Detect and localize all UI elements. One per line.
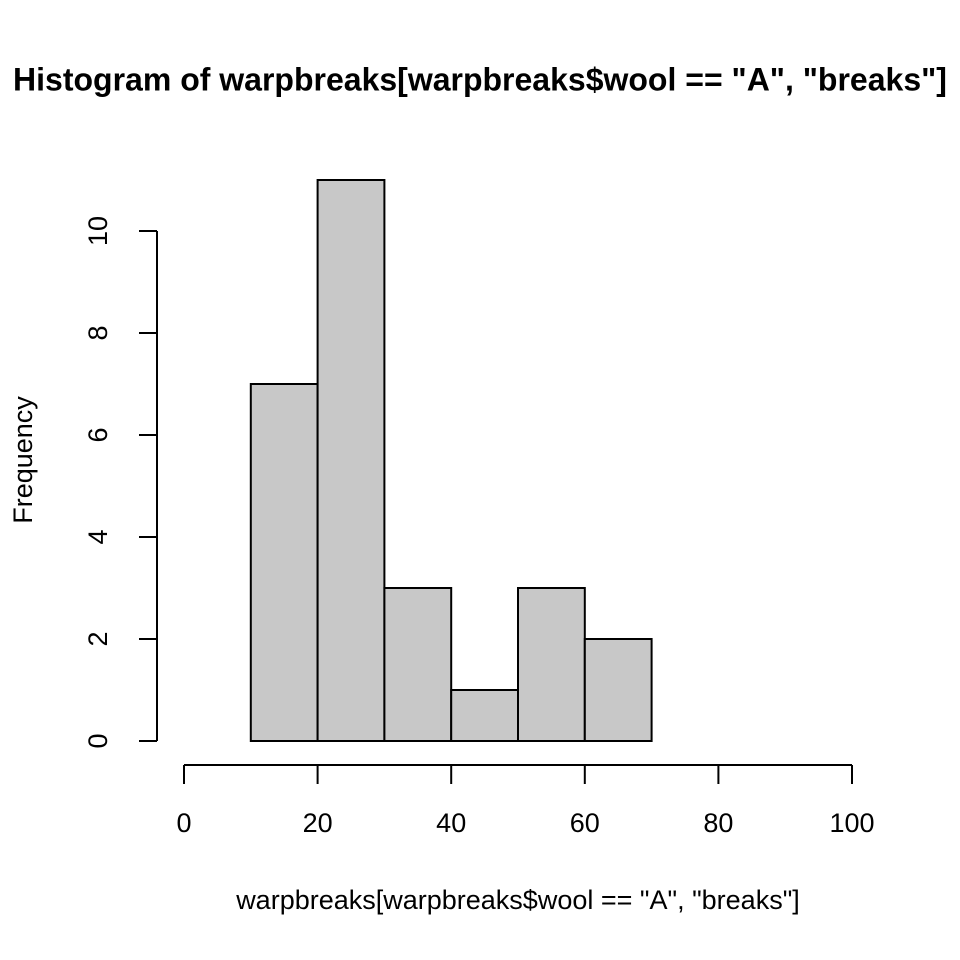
x-tick-label: 20 [303, 808, 333, 838]
bar [249, 383, 319, 742]
y-axis-label: Frequency [8, 396, 38, 524]
y-tick-label: 10 [83, 216, 113, 246]
y-tick-label: 4 [83, 529, 113, 544]
bar [450, 689, 520, 742]
chart-title: Histogram of warpbreaks[warpbreaks$wool … [13, 61, 947, 97]
y-tick-label: 2 [83, 631, 113, 646]
bar [583, 638, 653, 742]
bar [383, 587, 453, 742]
x-tick-label: 40 [436, 808, 466, 838]
x-tick-label: 80 [703, 808, 733, 838]
y-tick-label: 0 [83, 733, 113, 748]
x-tick-label: 0 [176, 808, 191, 838]
x-axis-label: warpbreaks[warpbreaks$wool == "A", "brea… [235, 885, 800, 915]
bar [517, 587, 586, 742]
y-tick-label: 6 [83, 427, 113, 442]
x-tick-label: 60 [570, 808, 600, 838]
x-tick-label: 100 [829, 808, 874, 838]
bar [316, 179, 386, 742]
y-tick-label: 8 [83, 325, 113, 340]
